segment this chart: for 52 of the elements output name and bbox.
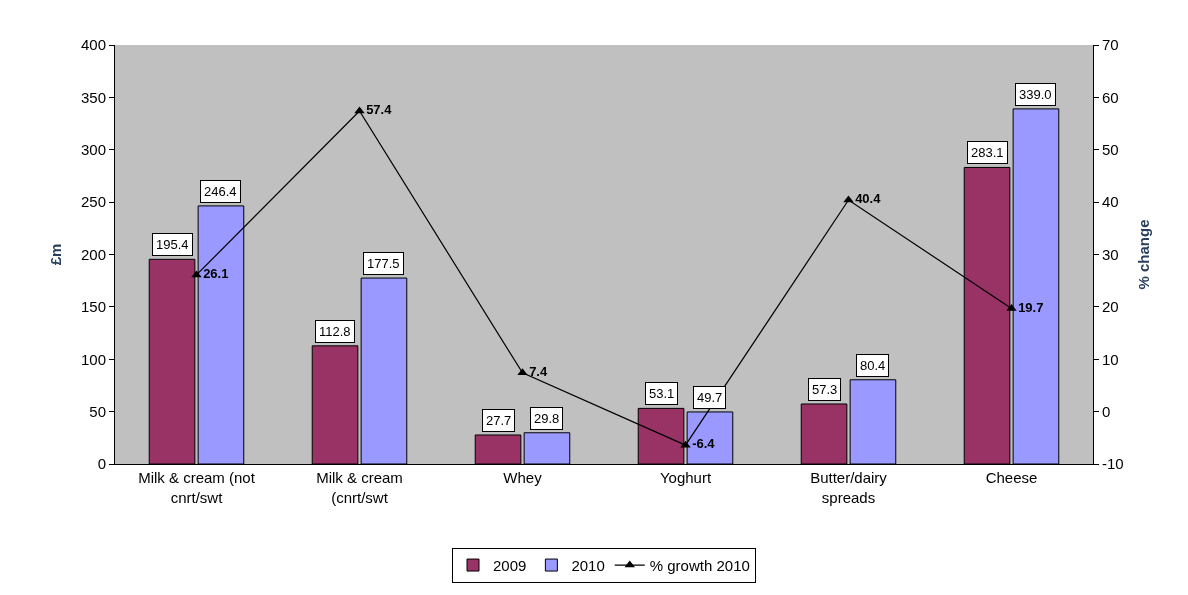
y-tick-label: 200 (80, 245, 106, 263)
data-label: 53.1 (649, 386, 675, 401)
y-tick-label: 400 (80, 36, 106, 54)
y2-tick-label: -10 (1102, 455, 1124, 473)
legend-label: 2010 (571, 556, 605, 574)
data-label: -6.4 (692, 436, 716, 452)
data-label: 177.5 (367, 256, 400, 271)
data-label: 195.4 (156, 237, 189, 252)
data-label: 7.4 (529, 364, 548, 380)
data-label: 19.7 (1018, 299, 1044, 315)
y2-tick-label: 40 (1102, 193, 1119, 211)
y2-tick-label: 50 (1102, 141, 1119, 158)
y-tick-label: 100 (80, 350, 106, 368)
legend-label: % growth 2010 (649, 556, 750, 574)
x-tick-label: Cheese (985, 469, 1038, 486)
data-label: 112.8 (319, 324, 351, 339)
y-tick-label: 0 (97, 455, 106, 473)
point (843, 195, 854, 203)
y-tick-label: 300 (80, 141, 106, 158)
data-label: 49.7 (697, 390, 723, 405)
x-tick-label: Butter/dairy spreads (810, 469, 888, 506)
data-label: 80.4 (860, 358, 886, 373)
data-label: 27.7 (486, 413, 512, 428)
point (354, 106, 365, 114)
data-label: 40.4 (855, 191, 882, 207)
point (517, 368, 528, 376)
data-label: 29.8 (534, 411, 560, 426)
legend-label: 2009 (493, 556, 527, 574)
y-tick-label: 250 (80, 193, 106, 211)
data-label: 26.1 (203, 266, 229, 282)
x-tick-label: Whey (503, 469, 543, 486)
y-tick-label: 350 (80, 88, 106, 106)
data-label: 283.1 (971, 145, 1004, 160)
x-tick-label: Milk & cream (cnrt/swt (316, 469, 403, 506)
data-label: 57.3 (812, 382, 838, 397)
y-tick-label: 150 (80, 298, 106, 316)
data-label: 57.4 (366, 102, 393, 118)
y2-tick-label: 30 (1102, 245, 1119, 263)
y2-axis-title: % change (1134, 219, 1152, 290)
data-label: 246.4 (204, 184, 237, 199)
y2-tick-label: 60 (1102, 88, 1119, 106)
y-axis-title: £m (47, 243, 65, 266)
x-tick-label: Yoghurt (659, 469, 712, 486)
data-label: 339.0 (1019, 87, 1052, 102)
y2-tick-label: 0 (1102, 402, 1111, 420)
y2-tick-label: 70 (1102, 36, 1119, 54)
x-tick-label: Milk & cream (not cnrt/swt (138, 469, 256, 506)
y2-tick-label: 20 (1102, 298, 1119, 316)
point (1006, 303, 1017, 311)
point (191, 270, 202, 278)
y-tick-label: 50 (89, 402, 106, 420)
y2-tick-label: 10 (1102, 350, 1119, 368)
